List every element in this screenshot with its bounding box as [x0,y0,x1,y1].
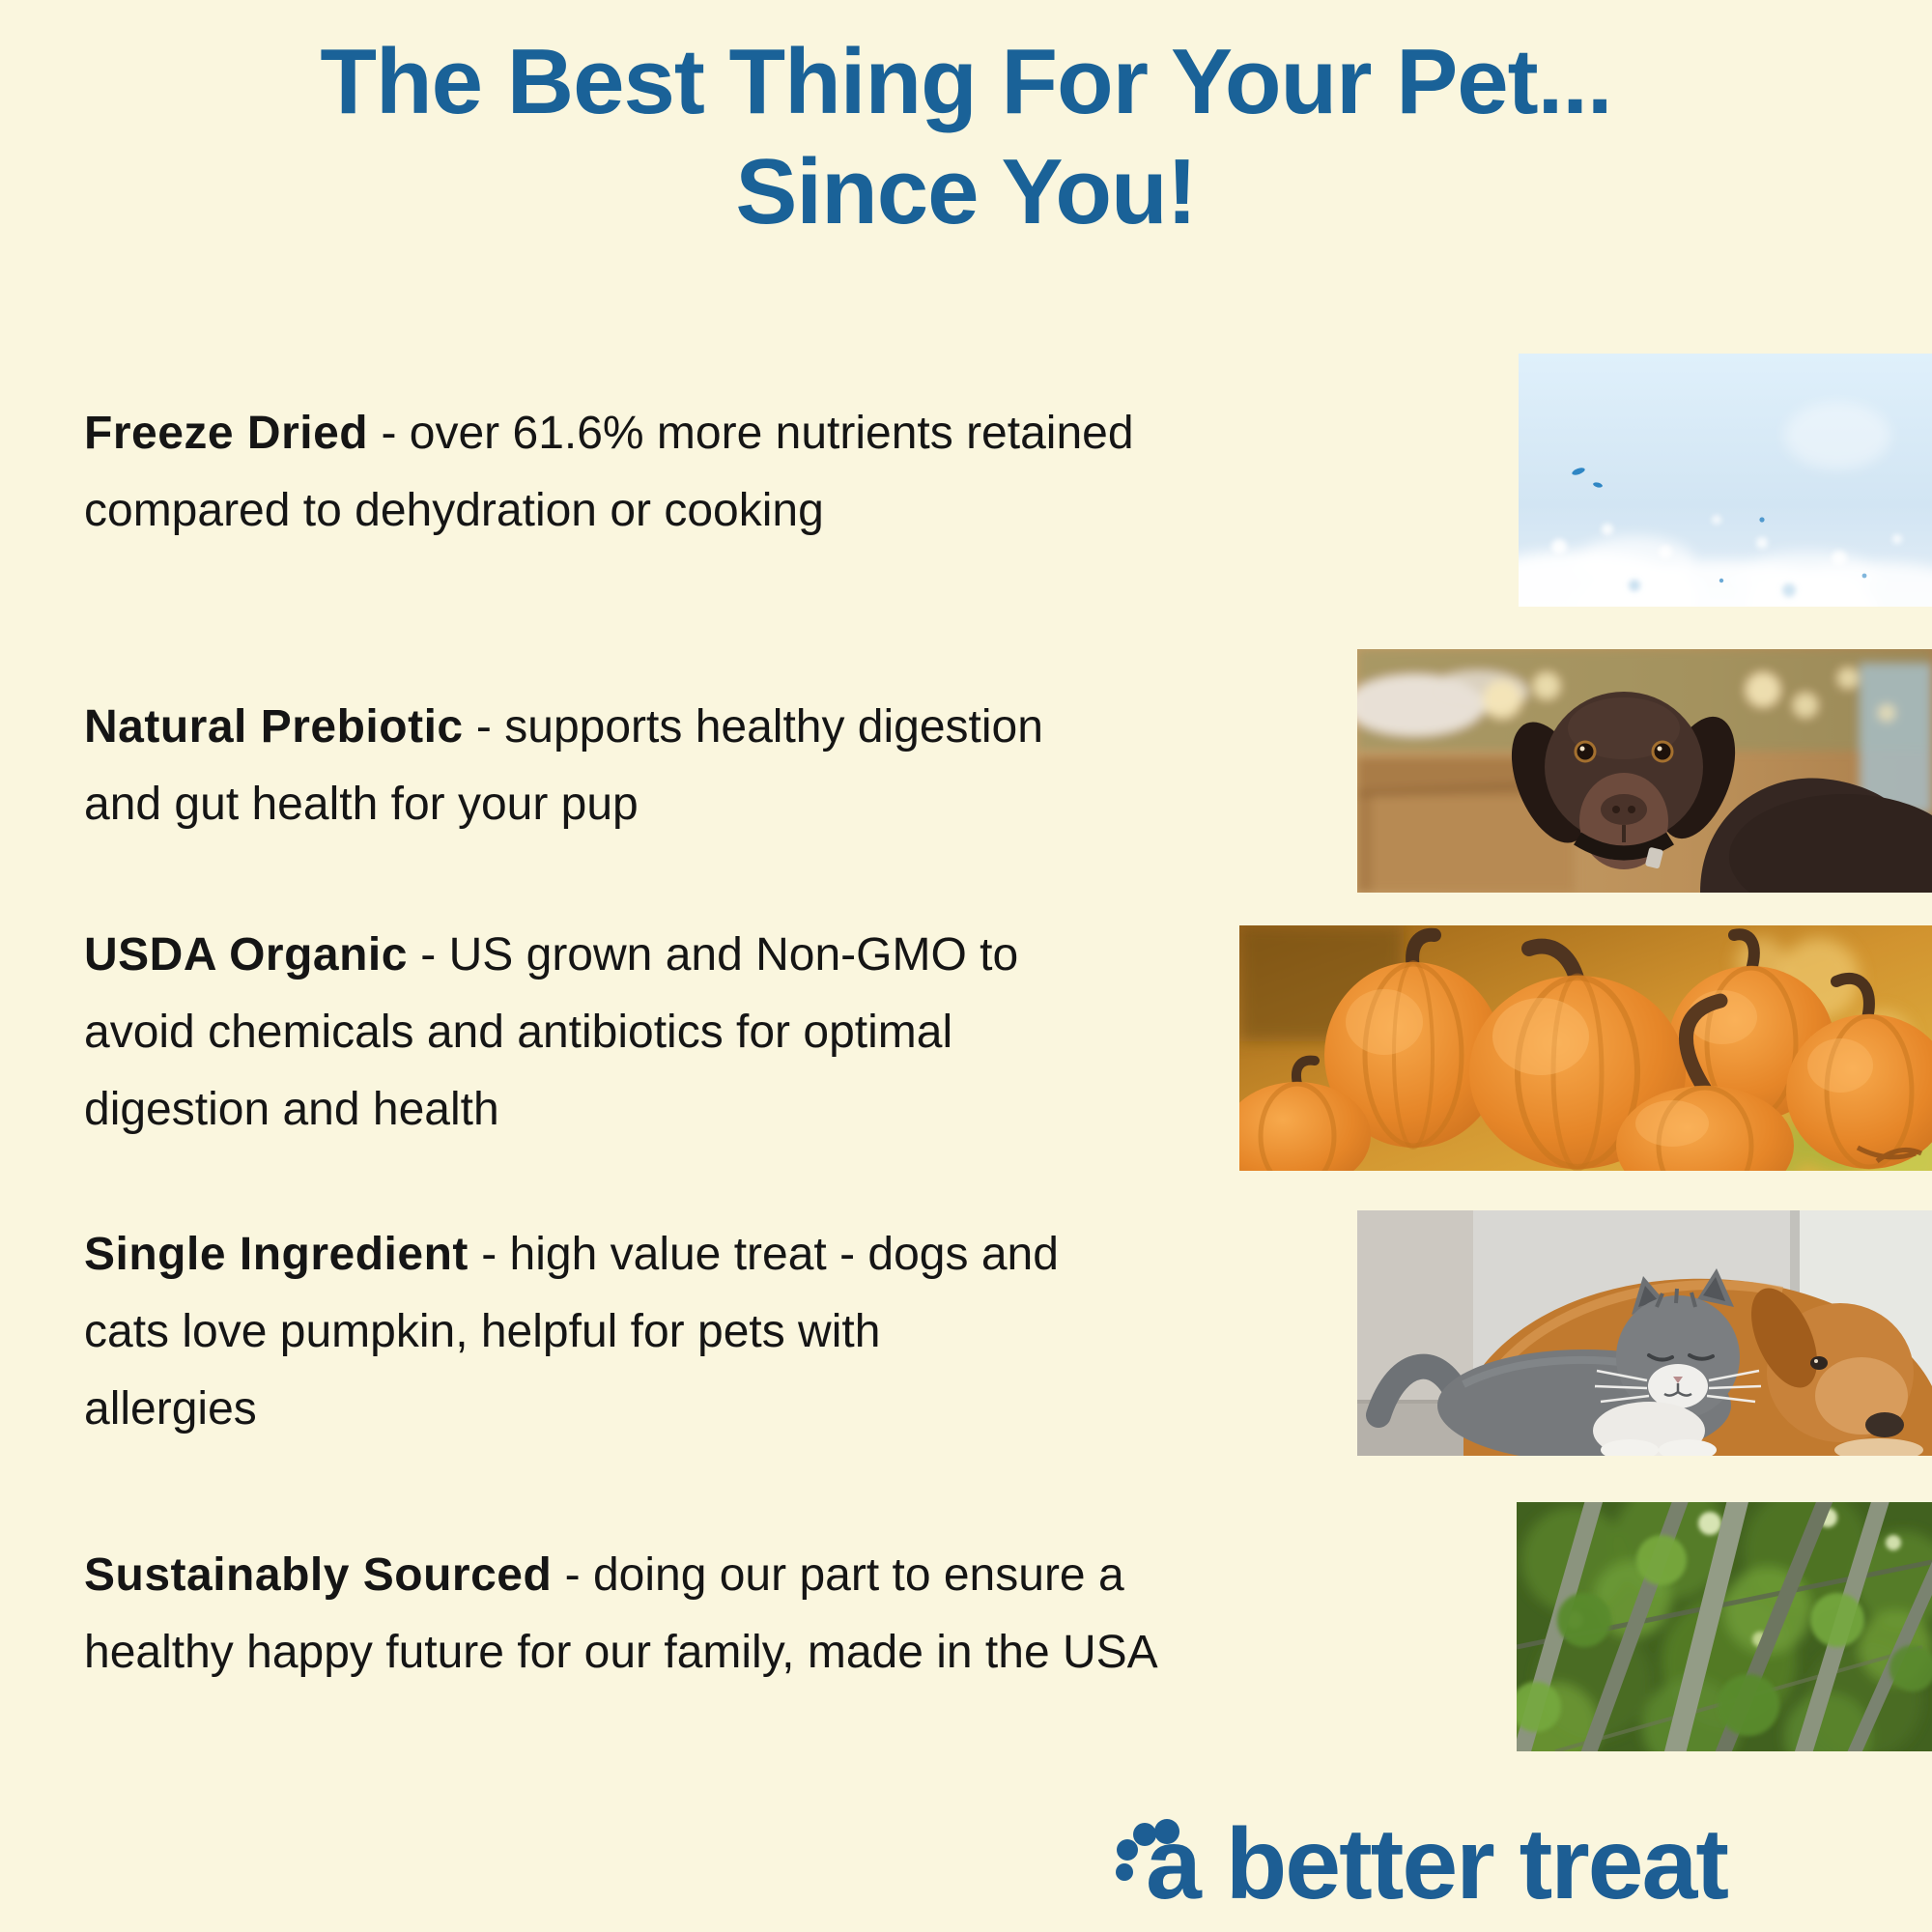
pumpkins-photo [1239,925,1932,1171]
bullet-natural-prebiotic-text: - supports healthy digestion and gut hea… [84,701,1043,830]
bullet-freeze-dried-lead: Freeze Dried [84,408,369,459]
chocolate-lab-photo [1357,649,1932,893]
page-title: The Best Thing For Your Pet... Since You… [0,27,1932,247]
bullet-sustainably-sourced-lead: Sustainably Sourced [84,1549,553,1601]
cat-and-dog-illustration [1357,1210,1932,1456]
bullet-usda-organic-text: - US grown and Non-GMO to avoid chemical… [84,929,1019,1135]
bullet-freeze-dried: Freeze Dried - over 61.6% more nutrients… [84,395,1514,550]
brand-logo-text: a better treat [1146,1808,1729,1920]
bullet-natural-prebiotic-lead: Natural Prebiotic [84,701,464,753]
bullet-usda-organic-lead: USDA Organic [84,929,408,980]
pumpkins-illustration [1239,925,1932,1171]
snow-crystals-illustration [1519,354,1932,607]
cat-and-dog-photo [1357,1210,1932,1456]
forest-photo [1517,1502,1932,1751]
bullet-freeze-dried-text: - over 61.6% more nutrients retained com… [84,408,1134,536]
title-line2: Since You! [735,140,1197,243]
snow-crystals-photo [1519,354,1932,607]
forest-illustration [1517,1502,1932,1751]
bullet-single-ingredient-text: - high value treat - dogs and cats love … [84,1229,1059,1435]
title-line1: The Best Thing For Your Pet... [320,30,1612,133]
bullet-single-ingredient-lead: Single Ingredient [84,1229,469,1280]
bullet-natural-prebiotic: Natural Prebiotic - supports healthy dig… [84,689,1369,843]
bullet-sustainably-sourced: Sustainably Sourced - doing our part to … [84,1537,1552,1691]
brand-logo: a better treat [1111,1812,1913,1928]
chocolate-lab-illustration [1357,649,1932,893]
bullet-usda-organic: USDA Organic - US grown and Non-GMO to a… [84,917,1272,1149]
bullet-single-ingredient: Single Ingredient - high value treat - d… [84,1216,1369,1448]
paw-print-icon [1116,1819,1179,1881]
bullet-sustainably-sourced-text: - doing our part to ensure a healthy hap… [84,1549,1158,1678]
